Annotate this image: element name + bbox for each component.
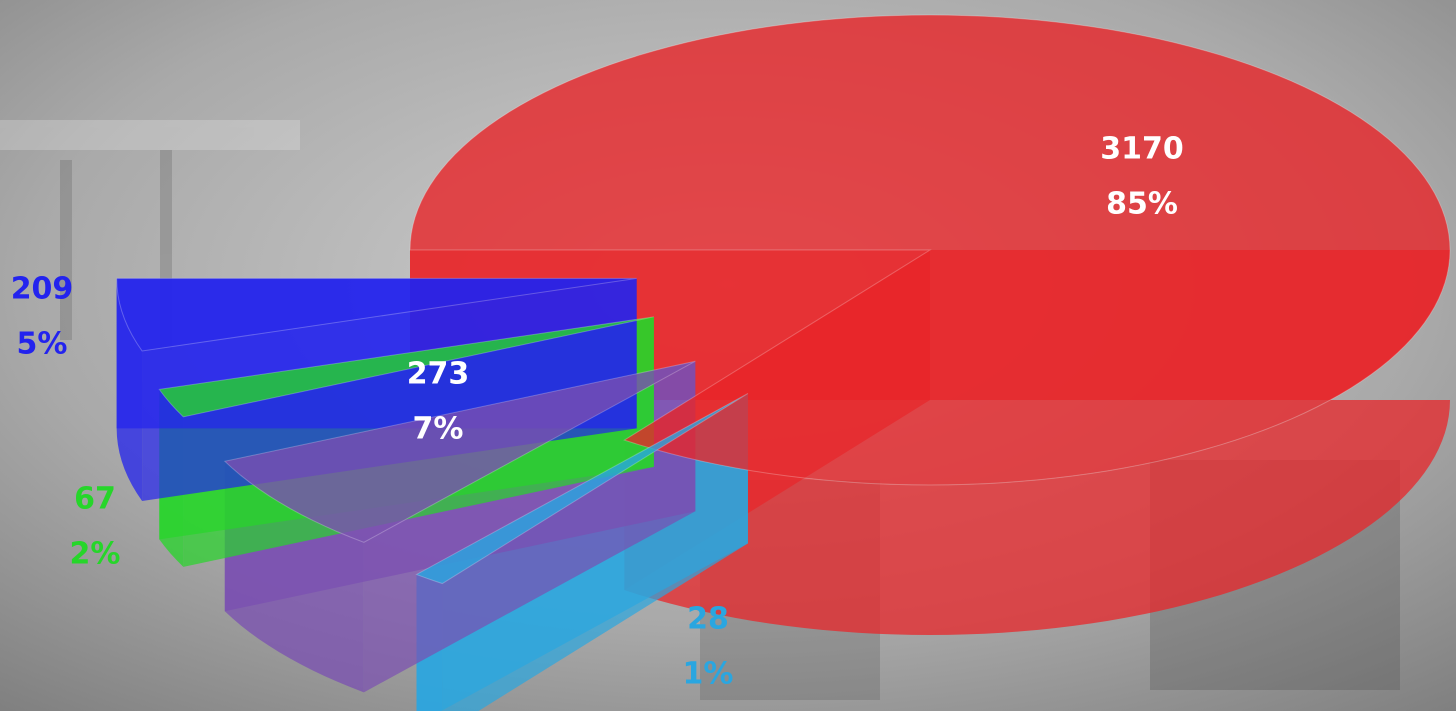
chart: 3170 85% 28 1% 273 7% 67 2% 209 5%: [0, 0, 1456, 711]
data-label-count: 28: [687, 602, 729, 637]
data-label-percent: 5%: [17, 327, 68, 362]
data-label-count: 3170: [1100, 132, 1184, 167]
data-label-percent: 2%: [70, 537, 121, 572]
data-label-count: 209: [11, 272, 74, 307]
data-label-count: 67: [74, 482, 116, 517]
data-label-percent: 7%: [413, 412, 464, 447]
data-label-percent: 1%: [683, 657, 734, 692]
data-label-percent: 85%: [1106, 187, 1178, 222]
data-label-count: 273: [407, 357, 470, 392]
